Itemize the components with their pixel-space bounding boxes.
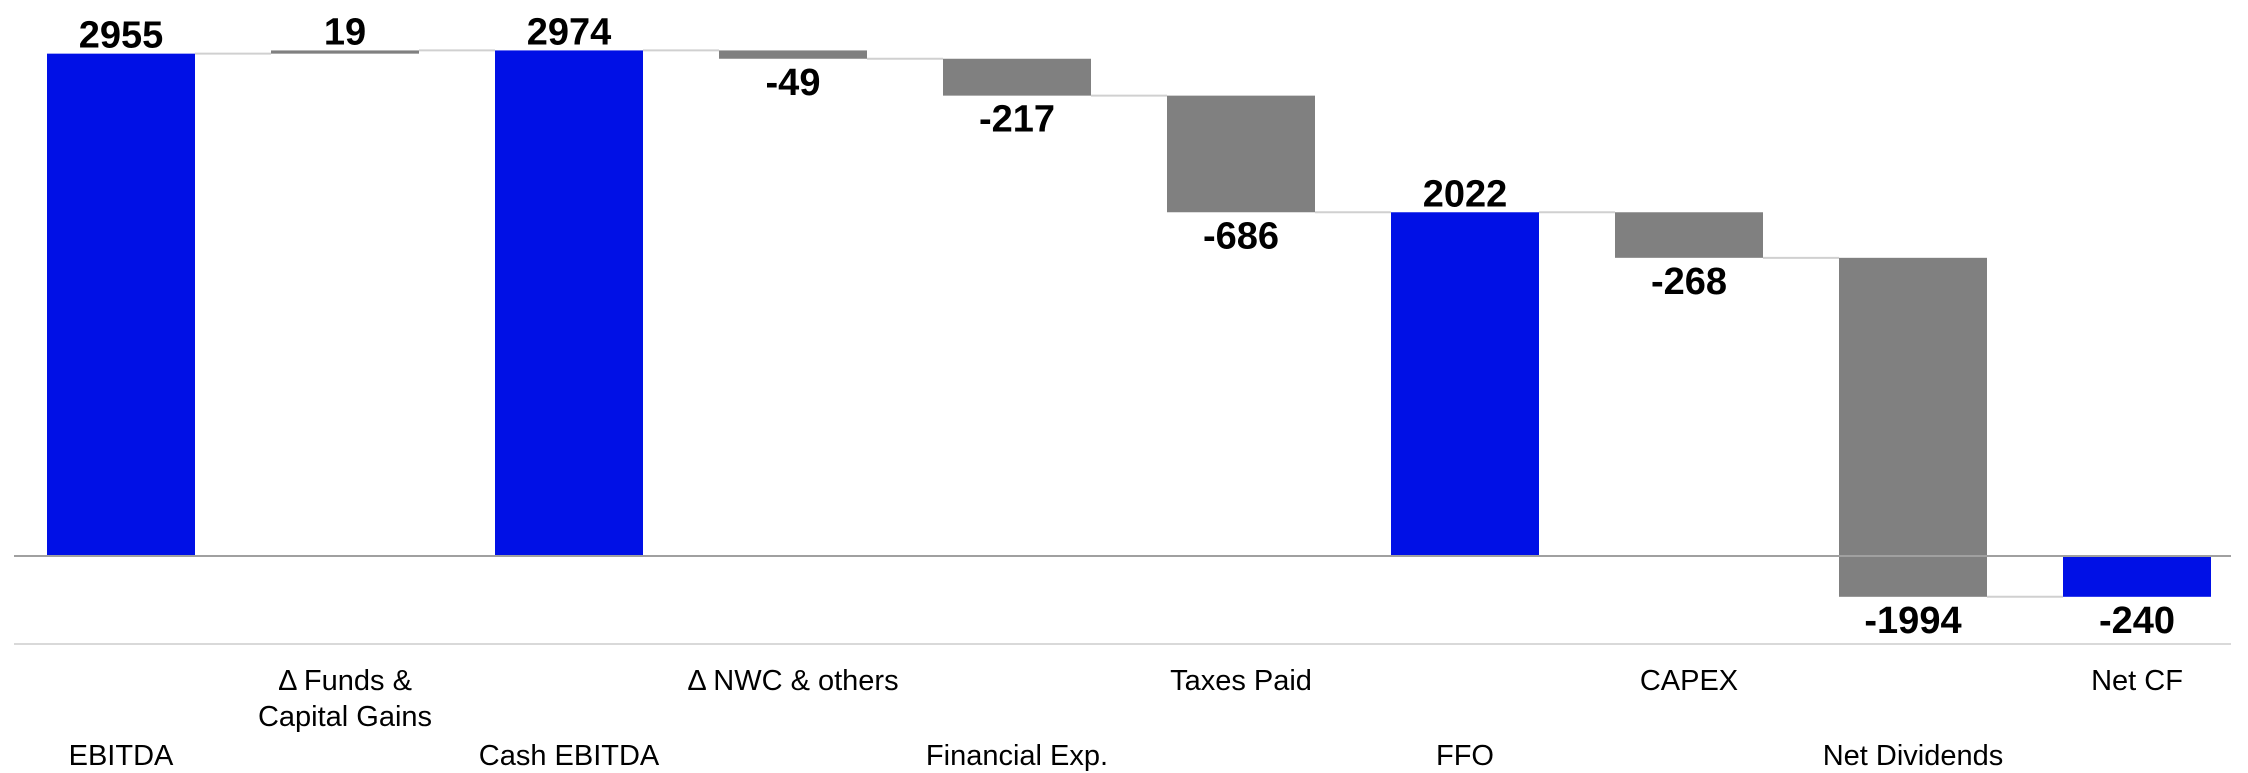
value-label: 2955 [79,15,164,57]
category-label: EBITDA [68,740,174,772]
bar [1615,212,1763,258]
value-label: -1994 [1864,600,1961,642]
value-label: 2022 [1423,173,1508,215]
category-label: CAPEX [1639,665,1739,697]
category-label: FFO [1436,740,1494,772]
bar [271,50,419,54]
bar [1391,212,1539,556]
category-label: Δ NWC & others [687,665,899,697]
value-label: 2974 [527,11,612,53]
bar [1167,95,1315,213]
category-label: Cash EBITDA [478,740,660,772]
value-label: -686 [1203,215,1279,257]
category-label: Financial Exp. Paid [925,740,1109,772]
bar [1839,257,1987,597]
bar [2063,556,2211,597]
value-label: -240 [2099,600,2175,642]
category-label: Δ Funds & Capital Gains [257,665,433,733]
bar [943,58,1091,96]
bar [495,50,643,557]
value-label: 19 [324,11,366,53]
bar [719,50,867,59]
bar [47,53,195,557]
value-label: -217 [979,99,1055,141]
category-label: Net CF [2091,665,2183,697]
category-label: Net Dividends Paid [1822,740,2004,772]
value-label: -268 [1651,261,1727,303]
category-label: Taxes Paid [1170,665,1312,697]
value-label: -49 [766,62,821,104]
